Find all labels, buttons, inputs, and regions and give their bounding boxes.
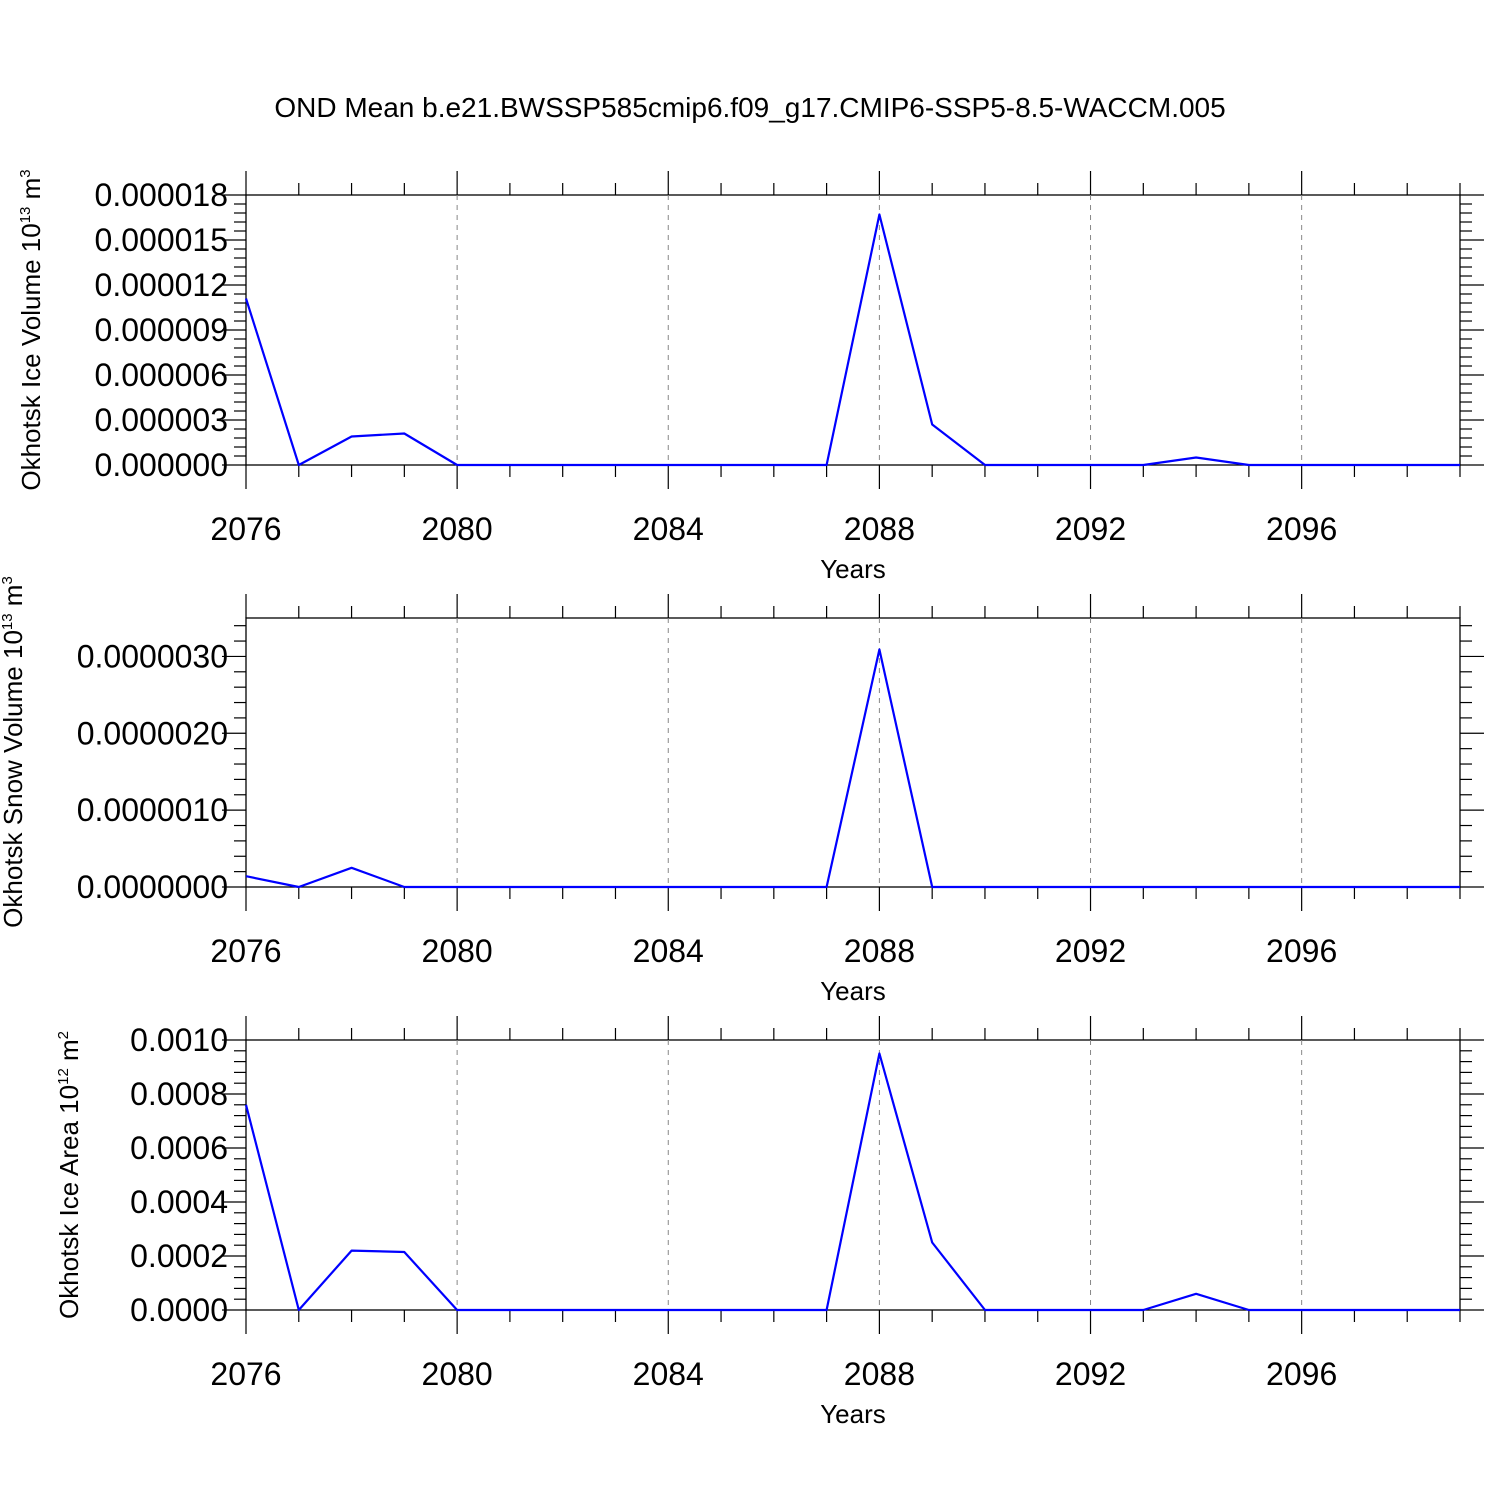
y-tick-label: 0.0010 [130,1022,228,1058]
plot-frame [245,194,1461,466]
x-tick-label: 2092 [1055,933,1126,969]
x-tick-label: 2096 [1266,933,1337,969]
y-tick-label: 0.0004 [130,1184,228,1220]
x-tick-label: 2092 [1055,1356,1126,1392]
plot-frame [245,617,1461,888]
x-tick-label: 2092 [1055,511,1126,547]
y-axis-label: Okhotsk Ice Volume 1013 m3 [16,169,46,490]
x-tick-label: 2080 [422,1356,493,1392]
page-title: OND Mean b.e21.BWSSP585cmip6.f09_g17.CMI… [274,92,1226,123]
series-line [245,648,1460,889]
y-tick-label: 0.000003 [95,402,228,438]
y-tick-label: 0.0002 [130,1238,228,1274]
x-tick-label: 2096 [1266,1356,1337,1392]
x-tick-label: 2088 [844,1356,915,1392]
x-axis-label: Years [820,976,886,1006]
y-tick-label: 0.0000 [130,1292,228,1328]
y-tick-label: 0.000006 [95,357,228,393]
x-tick-label: 2076 [210,1356,281,1392]
y-tick-label: 0.0006 [130,1130,228,1166]
x-tick-label: 2076 [210,511,281,547]
y-axis-label: Okhotsk Snow Volume 1013 m3 [0,576,28,928]
x-tick-label: 2084 [633,1356,704,1392]
ice-area-panel: 0.0000 0.0002 0.0004 0.0006 0.0008 0.0010 2076… [54,1016,1484,1429]
series-line [244,213,1460,467]
x-tick-label: 2076 [210,933,281,969]
x-tick-label: 2088 [844,511,915,547]
x-axis-label: Years [820,554,886,584]
y-axis-label: Okhotsk Ice Area 1012 m2 [54,1031,84,1319]
x-tick-label: 2080 [422,511,493,547]
x-tick-label: 2096 [1266,511,1337,547]
x-tick-label: 2088 [844,933,915,969]
y-tick-label: 0.0008 [130,1076,228,1112]
y-tick-label: 0.0000010 [77,792,228,828]
x-tick-label: 2084 [633,511,704,547]
y-tick-label: 0.000018 [95,177,228,213]
x-axis-label: Years [820,1399,886,1429]
y-tick-label: 0.0000000 [77,869,228,905]
y-tick-label: 0.000000 [95,447,228,483]
x-tick-label: 2084 [633,933,704,969]
y-tick-label: 0.0000030 [77,638,228,674]
snow-volume-panel: 0.0000000 0.0000010 0.0000020 0.0000030 2076… [0,576,1484,1006]
y-tick-label: 0.000009 [95,312,228,348]
y-tick-label: 0.000015 [95,222,228,258]
plot-frame [245,1039,1461,1311]
series-line [244,1052,1460,1312]
x-tick-label: 2080 [422,933,493,969]
y-tick-label: 0.000012 [95,267,228,303]
ice-volume-panel: 0.000000 0.000003 0.000006 0.000009 0.000012… [16,169,1484,584]
y-tick-label: 0.0000020 [77,715,228,751]
